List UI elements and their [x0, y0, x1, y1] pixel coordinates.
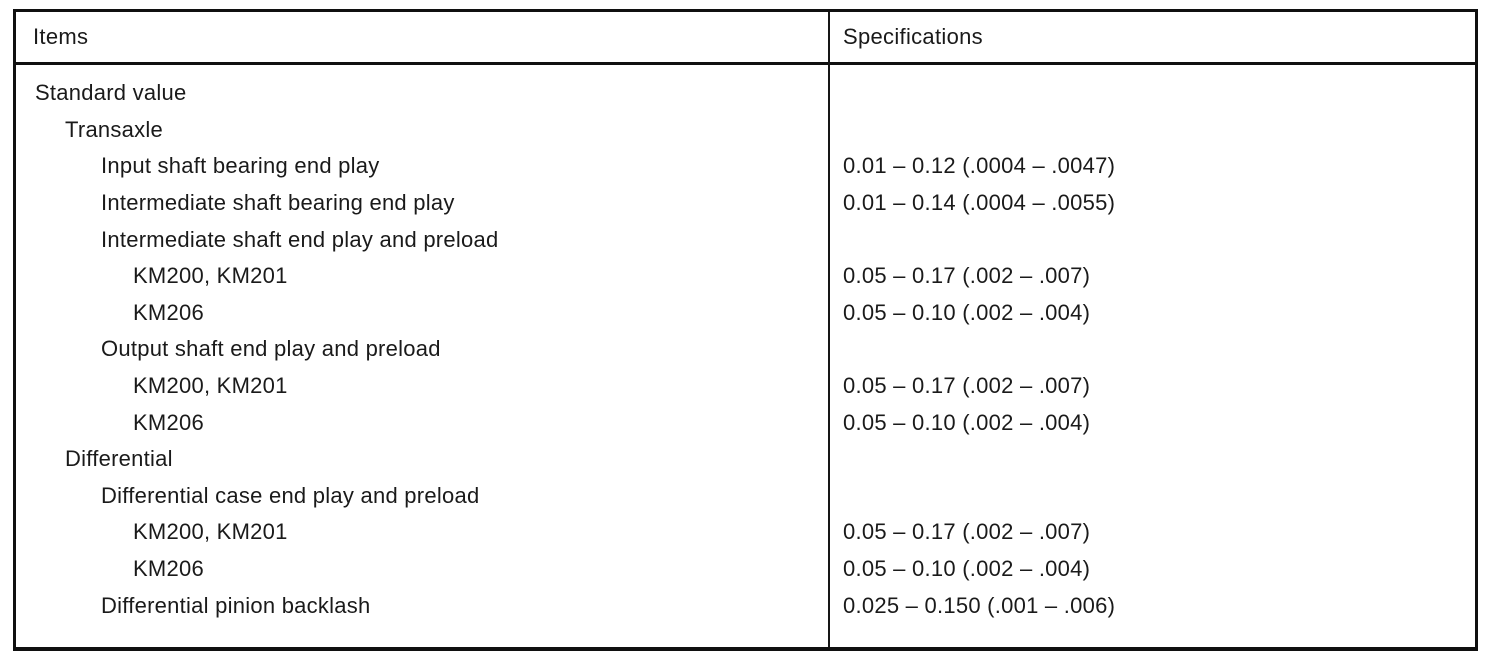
- item-label: Output shaft end play and preload: [101, 336, 441, 362]
- item-label: KM206: [133, 556, 204, 582]
- table-row: Output shaft end play and preload: [16, 331, 1475, 368]
- spec-value: 0.05 – 0.10 (.002 – .004): [843, 299, 1091, 325]
- table-row: KM206 0.05 – 0.10 (.002 – .004): [16, 404, 1475, 441]
- table-body: Standard value Transaxle Input shaft beari…: [16, 65, 1475, 624]
- item-label: KM200, KM201: [133, 263, 288, 289]
- item-label: Differential case end play and preload: [101, 482, 480, 508]
- spec-value: 0.05 – 0.17 (.002 – .007): [843, 519, 1091, 545]
- table-row: KM200, KM201 0.05 – 0.17 (.002 – .007): [16, 258, 1475, 295]
- item-label: KM200, KM201: [133, 373, 288, 399]
- item-label: Differential: [65, 446, 173, 472]
- column-divider: [828, 12, 830, 647]
- item-label: KM200, KM201: [133, 519, 288, 545]
- item-label: KM206: [133, 299, 204, 325]
- table-row: Differential case end play and preload: [16, 478, 1475, 515]
- item-label: Input shaft bearing end play: [101, 153, 380, 179]
- table-row: KM200, KM201 0.05 – 0.17 (.002 – .007): [16, 368, 1475, 405]
- table-row: KM206 0.05 – 0.10 (.002 – .004): [16, 295, 1475, 332]
- item-label: Transaxle: [65, 116, 164, 142]
- spec-value: 0.05 – 0.10 (.002 – .004): [843, 556, 1091, 582]
- table-header-row: Items Specifications: [16, 12, 1475, 65]
- table-row: Differential: [16, 441, 1475, 478]
- item-label: Standard value: [35, 80, 187, 106]
- item-label: Differential pinion backlash: [101, 592, 371, 618]
- table-row: KM206 0.05 – 0.10 (.002 – .004): [16, 551, 1475, 588]
- spec-value: 0.05 – 0.10 (.002 – .004): [843, 409, 1091, 435]
- item-label: KM206: [133, 409, 204, 435]
- spec-value: 0.01 – 0.12 (.0004 – .0047): [843, 153, 1116, 179]
- spec-value: 0.025 – 0.150 (.001 – .006): [843, 592, 1116, 618]
- spec-value: 0.05 – 0.17 (.002 – .007): [843, 373, 1091, 399]
- table-row: Differential pinion backlash 0.025 – 0.15…: [16, 587, 1475, 624]
- table-row: Input shaft bearing end play 0.01 – 0.12 …: [16, 148, 1475, 185]
- item-label: Intermediate shaft bearing end play: [101, 190, 455, 216]
- table-row: KM200, KM201 0.05 – 0.17 (.002 – .007): [16, 514, 1475, 551]
- spec-value: 0.05 – 0.17 (.002 – .007): [843, 263, 1091, 289]
- table-row: Intermediate shaft end play and preload: [16, 221, 1475, 258]
- table-row: Intermediate shaft bearing end play 0.01 …: [16, 185, 1475, 222]
- item-label: Intermediate shaft end play and preload: [101, 226, 499, 252]
- specifications-column-header: Specifications: [843, 24, 983, 49]
- items-column-header: Items: [33, 24, 89, 49]
- table-row: Transaxle: [16, 112, 1475, 149]
- spec-value: 0.01 – 0.14 (.0004 – .0055): [843, 190, 1116, 216]
- table-row: Standard value: [16, 75, 1475, 112]
- specifications-table: Items Specifications Standard value Trans…: [13, 9, 1478, 651]
